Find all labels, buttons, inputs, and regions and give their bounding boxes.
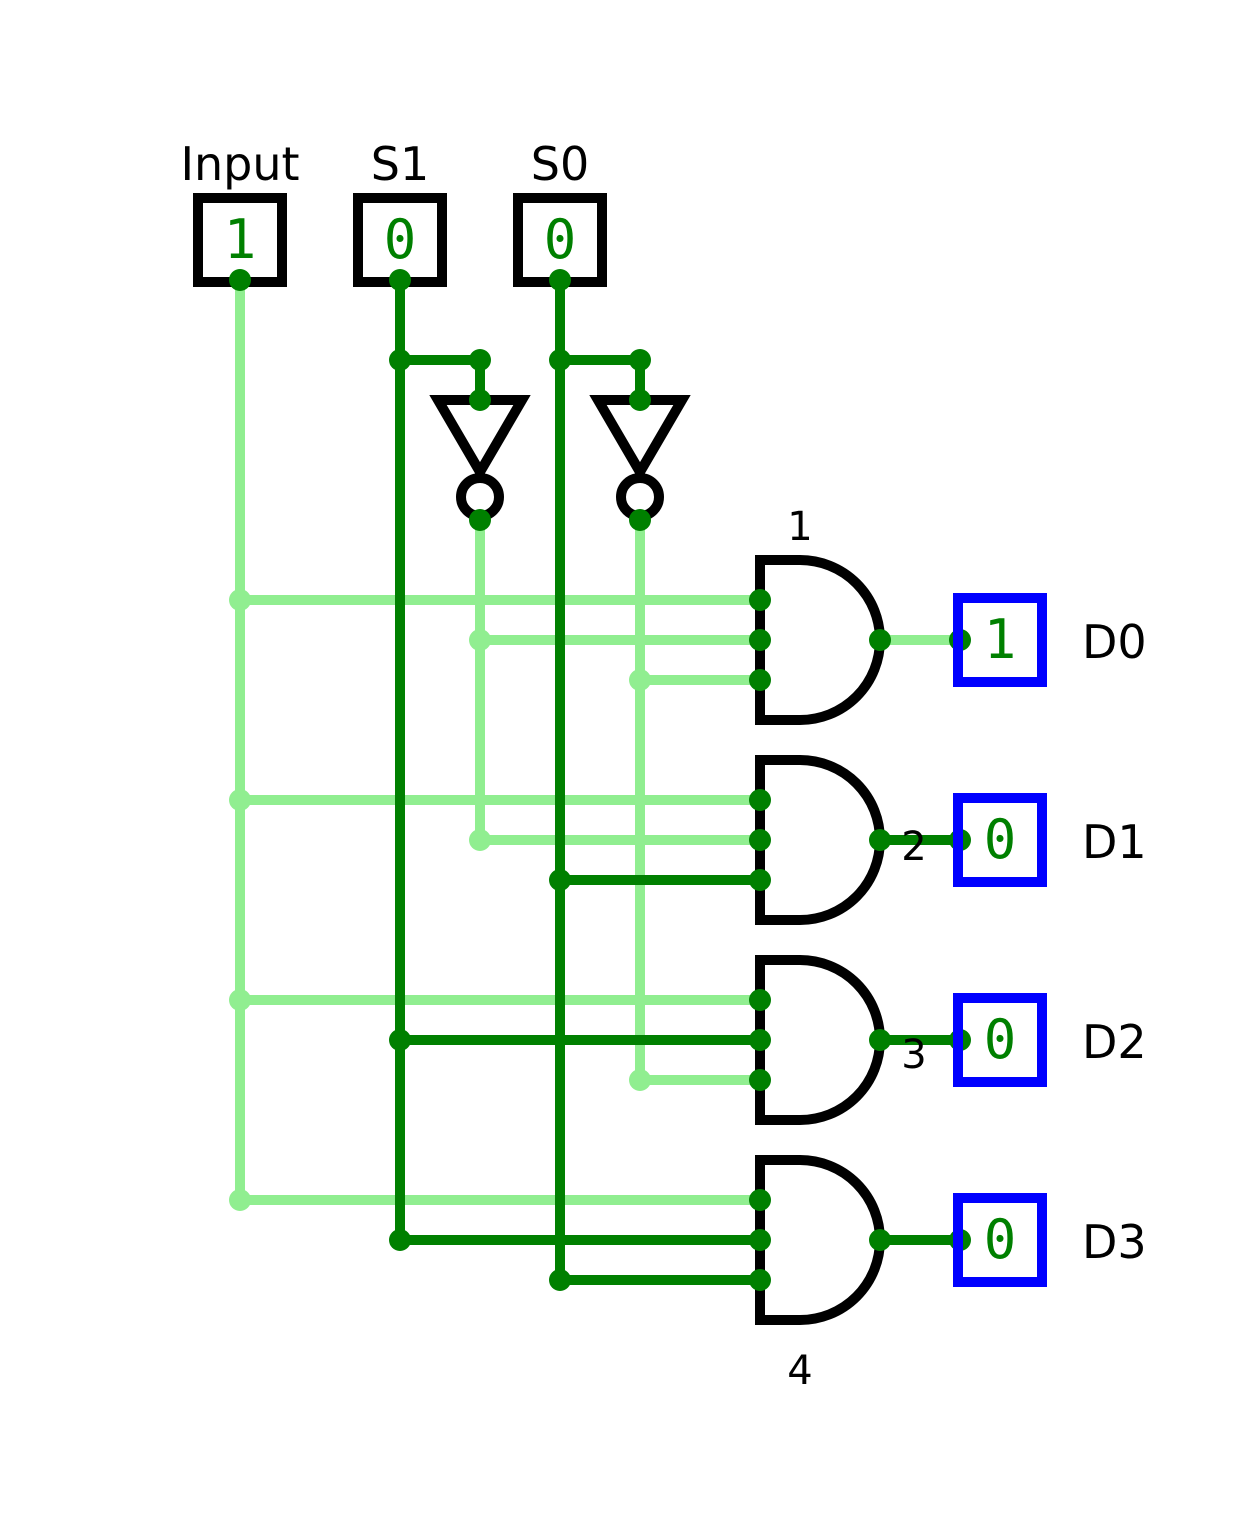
output-value-d0: 1	[984, 608, 1017, 671]
wire-gates-out-low	[880, 835, 960, 1245]
and-gate-4	[755, 1155, 885, 1325]
output-label-d1: D1	[1082, 815, 1147, 869]
input-pin-input[interactable]: 1	[193, 193, 287, 291]
and-gate-1	[755, 555, 885, 725]
gate-label-4: 4	[787, 1348, 812, 1394]
input-label-input: Input	[180, 137, 299, 191]
output-label-d3: D3	[1082, 1215, 1147, 1269]
input-label-s0: S0	[531, 137, 589, 191]
input-label-s1: S1	[371, 137, 429, 191]
and-gate-2	[755, 755, 885, 925]
output-pin-d1: 0	[953, 793, 1047, 887]
not-gate-s1	[429, 395, 531, 521]
wire-not-s1	[475, 520, 760, 845]
gate-label-2: 2	[901, 824, 926, 870]
output-label-d0: D0	[1082, 615, 1147, 669]
input-value-s0: 0	[544, 208, 577, 271]
input-value-input: 1	[224, 208, 257, 271]
wire-input	[235, 280, 760, 1205]
not-gate-s0	[589, 395, 691, 521]
input-pin-s1[interactable]: 0	[353, 193, 447, 291]
output-label-d2: D2	[1082, 1015, 1147, 1069]
output-value-d1: 0	[984, 808, 1017, 871]
output-pin-d3: 0	[953, 1193, 1047, 1287]
and-gate-3	[755, 955, 885, 1125]
output-pin-d2: 0	[953, 993, 1047, 1087]
input-pin-s0[interactable]: 0	[513, 193, 607, 291]
output-pin-d0: 1	[953, 593, 1047, 687]
input-value-s1: 0	[384, 208, 417, 271]
gate-label-3: 3	[901, 1032, 926, 1078]
output-value-d3: 0	[984, 1208, 1017, 1271]
gate-label-1: 1	[787, 504, 812, 550]
output-value-d2: 0	[984, 1008, 1017, 1071]
wire-not-s0	[635, 520, 760, 1085]
